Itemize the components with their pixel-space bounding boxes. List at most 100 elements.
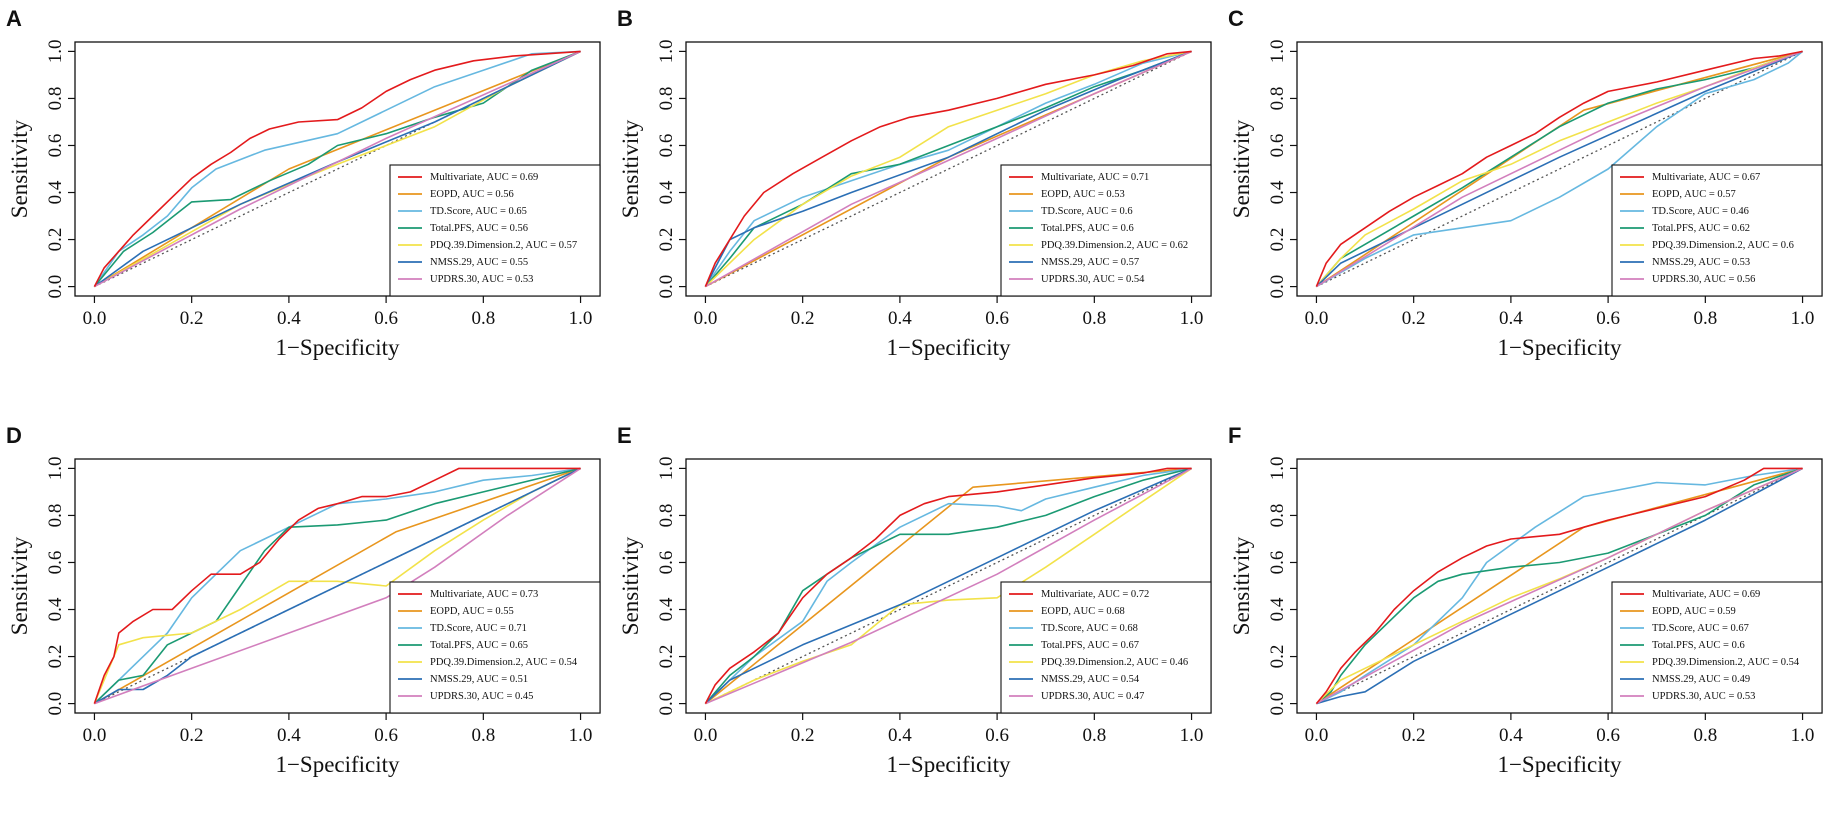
roc-curve-1 (704, 50, 1192, 287)
legend-entry: NMSS.29, AUC = 0.57 (1041, 257, 1139, 268)
roc-curve-4 (93, 467, 581, 705)
legend-entry: PDQ.39.Dimension.2, AUC = 0.46 (1041, 657, 1188, 668)
reference-diagonal (705, 50, 1192, 288)
panel-letter: A (6, 6, 22, 31)
roc-curve-6 (93, 467, 581, 705)
y-axis: 0.0 0.2 0.4 0.6 0.8 1.0 (1267, 457, 1297, 716)
legend-entry: Multivariate, AUC = 0.73 (430, 589, 538, 600)
y-axis: 0.0 0.2 0.4 0.6 0.8 1.0 (45, 40, 75, 298)
y-tick-label: 0.4 (45, 597, 66, 621)
roc-curve-4 (93, 50, 581, 288)
y-tick-label: 0.4 (656, 597, 677, 621)
y-tick-label: 0.4 (656, 180, 677, 204)
y-axis-title: Sensitivity (618, 119, 643, 218)
legend: Multivariate, AUC = 0.69 EOPD, AUC = 0.59… (1611, 581, 1823, 714)
legend-box (1000, 581, 1212, 714)
x-tick-label: 0.4 (1499, 725, 1523, 746)
x-tick-label: 0.4 (277, 308, 301, 329)
legend-box (1000, 164, 1212, 297)
legend-entry: Total.PFS, AUC = 0.6 (1041, 223, 1134, 234)
x-tick-label: 0.8 (471, 725, 495, 746)
roc-curve-4 (1315, 50, 1803, 288)
roc-curve-1 (1315, 50, 1803, 287)
y-tick-label: 0.6 (1267, 551, 1288, 575)
y-tick-label: 0.8 (1267, 87, 1288, 111)
roc-panel-e: E 0.0 0.2 0.4 0.6 0.8 1.0 0.0 0.2 0.4 0.6 0.8 1.0 1−S… (617, 423, 1212, 777)
x-tick-label: 0.2 (1402, 725, 1426, 746)
x-tick-label: 0.2 (791, 308, 815, 329)
legend-entry: UPDRS.30, AUC = 0.53 (1652, 691, 1755, 702)
y-tick-label: 0.0 (1267, 275, 1288, 299)
legend-entry: EOPD, AUC = 0.56 (430, 189, 514, 200)
y-tick-label: 0.2 (1267, 645, 1288, 669)
roc-panel-a: A 0.0 0.2 0.4 0.6 0.8 1.0 0.0 0.2 0.4 0.6 0.8 1.0 1−S… (6, 6, 601, 360)
x-tick-label: 0.6 (1596, 308, 1620, 329)
y-tick-label: 0.0 (656, 275, 677, 299)
x-axis-title: 1−Specificity (886, 335, 1011, 360)
legend-entry: TD.Score, AUC = 0.46 (1652, 206, 1749, 217)
roc-curve-7 (94, 50, 581, 288)
legend-entry: Multivariate, AUC = 0.69 (1652, 589, 1760, 600)
roc-curve-3 (704, 50, 1192, 288)
legend-entry: TD.Score, AUC = 0.68 (1041, 623, 1138, 634)
x-tick-label: 0.8 (1082, 725, 1106, 746)
x-axis-title: 1−Specificity (275, 335, 400, 360)
legend-entry: EOPD, AUC = 0.68 (1041, 606, 1125, 617)
y-tick-label: 0.6 (45, 551, 66, 575)
x-tick-label: 1.0 (1791, 308, 1815, 329)
roc-curve-1 (93, 467, 581, 704)
roc-curve-7 (705, 467, 1192, 705)
roc-curve-4 (704, 50, 1192, 288)
x-tick-label: 0.4 (888, 308, 912, 329)
y-tick-label: 0.2 (45, 228, 66, 252)
legend-entry: UPDRS.30, AUC = 0.53 (430, 274, 533, 285)
legend-entry: Total.PFS, AUC = 0.65 (430, 640, 528, 651)
x-tick-label: 0.4 (1499, 308, 1523, 329)
x-axis: 0.0 0.2 0.4 0.6 0.8 1.0 (83, 713, 593, 746)
y-tick-label: 0.2 (656, 228, 677, 252)
legend-entry: PDQ.39.Dimension.2, AUC = 0.57 (430, 240, 577, 251)
roc-curve-1 (1315, 467, 1803, 705)
y-tick-label: 0.8 (45, 504, 66, 528)
x-tick-label: 0.0 (83, 725, 107, 746)
y-axis-title: Sensitivity (7, 119, 32, 218)
roc-curve-6 (704, 467, 1192, 705)
legend-box (389, 581, 601, 714)
legend-entry: NMSS.29, AUC = 0.51 (430, 674, 528, 685)
x-tick-label: 0.6 (374, 308, 398, 329)
legend-entry: EOPD, AUC = 0.55 (430, 606, 514, 617)
legend-entry: NMSS.29, AUC = 0.49 (1652, 674, 1750, 685)
y-tick-label: 0.6 (1267, 134, 1288, 158)
legend-box (1611, 164, 1823, 297)
x-tick-label: 1.0 (1180, 725, 1204, 746)
roc-curve-1 (704, 467, 1192, 704)
roc-curve-2 (93, 50, 581, 288)
x-axis-title: 1−Specificity (886, 752, 1011, 777)
x-axis: 0.0 0.2 0.4 0.6 0.8 1.0 (694, 296, 1203, 329)
panel-letter: E (617, 423, 632, 448)
legend-entry: TD.Score, AUC = 0.67 (1652, 623, 1749, 634)
x-tick-label: 1.0 (569, 308, 593, 329)
x-tick-label: 0.8 (1082, 308, 1106, 329)
y-tick-label: 0.0 (1267, 692, 1288, 716)
x-tick-label: 0.0 (83, 308, 107, 329)
legend-entry: Multivariate, AUC = 0.67 (1652, 172, 1760, 183)
x-axis: 0.0 0.2 0.4 0.6 0.8 1.0 (694, 713, 1204, 746)
roc-curve-6 (93, 50, 581, 288)
legend-entry: UPDRS.30, AUC = 0.47 (1041, 691, 1144, 702)
roc-curve-2 (1315, 50, 1803, 288)
roc-panel-c: C 0.0 0.2 0.4 0.6 0.8 1.0 0.0 0.2 0.4 0.6 0.8 1.0 1−S… (1228, 6, 1823, 360)
legend-entry: Multivariate, AUC = 0.69 (430, 172, 538, 183)
y-tick-label: 0.8 (45, 87, 66, 111)
legend-entry: PDQ.39.Dimension.2, AUC = 0.54 (1652, 657, 1800, 668)
roc-curve-4 (704, 467, 1192, 705)
legend: Multivariate, AUC = 0.67 EOPD, AUC = 0.57… (1611, 164, 1823, 297)
y-tick-label: 1.0 (1267, 40, 1288, 64)
legend: Multivariate, AUC = 0.69 EOPD, AUC = 0.56… (389, 164, 601, 297)
x-tick-label: 1.0 (569, 725, 593, 746)
y-tick-label: 0.8 (1267, 504, 1288, 528)
x-tick-label: 0.6 (1596, 725, 1620, 746)
panel-letter: B (617, 6, 633, 31)
x-axis-title: 1−Specificity (1497, 752, 1622, 777)
panel-letter: C (1228, 6, 1244, 31)
